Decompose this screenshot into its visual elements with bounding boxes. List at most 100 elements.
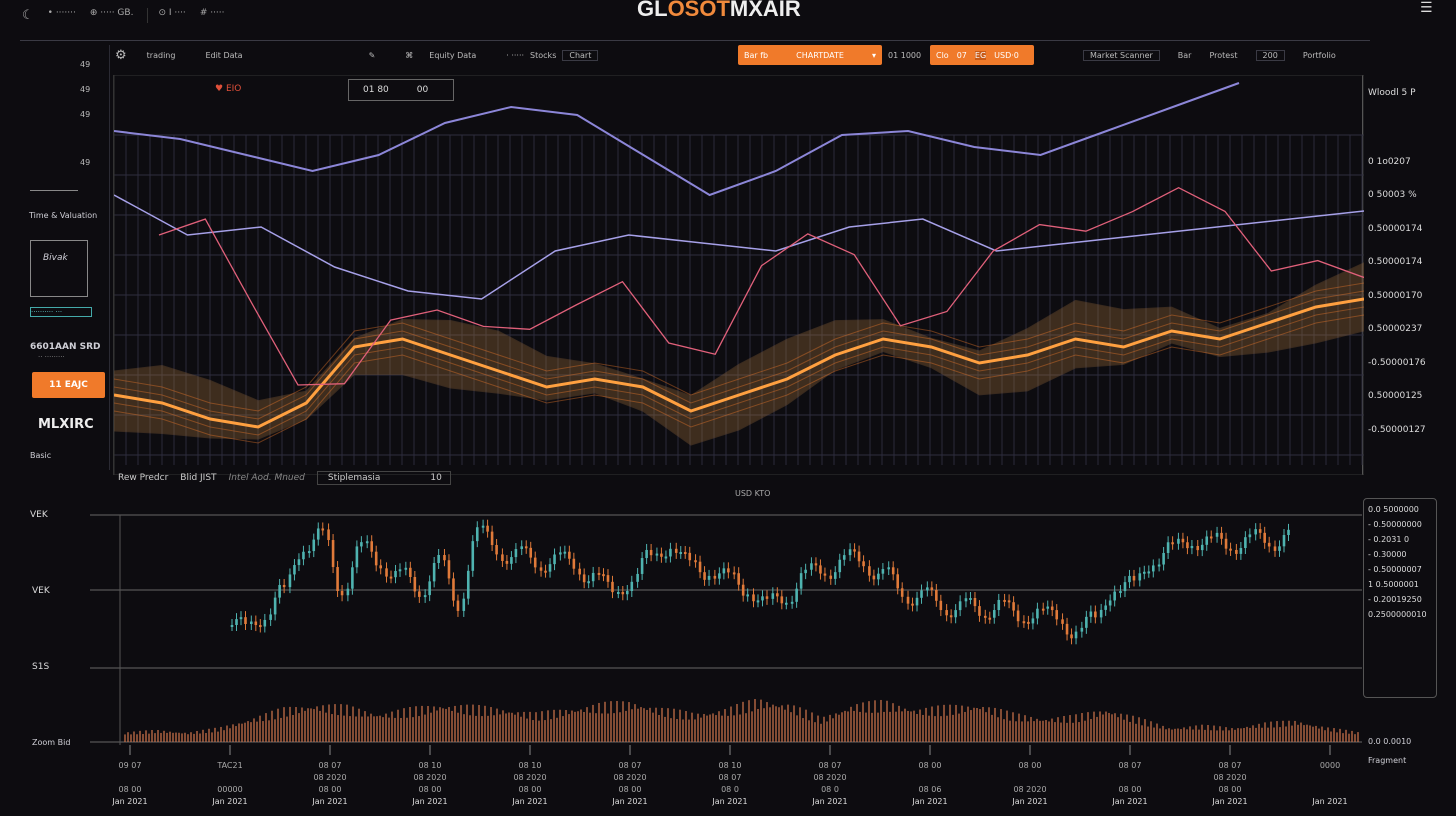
candle: [683, 552, 687, 555]
candle: [761, 596, 764, 601]
toolbar-item[interactable]: Protest: [1209, 50, 1238, 60]
candle: [1142, 571, 1146, 574]
candle: [1196, 546, 1200, 551]
candle: [254, 621, 258, 626]
sidebar-action-button[interactable]: 11 EAJC: [32, 372, 105, 398]
candle: [307, 551, 311, 554]
candle: [688, 552, 692, 561]
candle: [244, 617, 247, 625]
toolbar-item[interactable]: Bar: [1177, 50, 1192, 60]
candle: [1065, 623, 1069, 635]
candle: [520, 546, 524, 550]
x-tick-label: 08 10 08 07 08 0 Jan 2021: [712, 761, 748, 806]
candle: [741, 584, 745, 596]
sidebar-item[interactable]: 49: [80, 158, 91, 167]
candle: [814, 563, 818, 566]
candle: [660, 553, 663, 557]
candle: [1205, 536, 1209, 545]
candle: [694, 560, 697, 563]
candle: [969, 597, 972, 600]
candle: [954, 610, 957, 618]
study-selector[interactable]: Stiplemasia 10: [316, 471, 451, 485]
draw-tool-icon[interactable]: ⌘: [405, 50, 414, 60]
candle: [501, 554, 504, 561]
candle: [360, 542, 363, 547]
range-selector[interactable]: 01 80 00: [348, 79, 454, 101]
candle: [978, 606, 981, 616]
candle: [490, 531, 494, 546]
toolbar-item[interactable]: 200: [1255, 49, 1285, 61]
candle: [510, 557, 513, 564]
candle: [900, 588, 904, 597]
toolbar-item[interactable]: trading: [146, 50, 176, 60]
candle: [771, 593, 775, 599]
segment[interactable]: EG: [974, 50, 987, 60]
candle: [1016, 610, 1020, 622]
y-tick-label: Wloodl 5 P: [1368, 88, 1416, 98]
candle: [853, 549, 856, 552]
candle: [404, 567, 408, 570]
y-tick-label: 0.50000174: [1368, 257, 1423, 267]
moon-icon[interactable]: ☾: [22, 8, 34, 23]
toolbar-item[interactable]: Edit Data: [205, 50, 243, 60]
y-tick-label: -0.50000127: [1368, 424, 1426, 435]
top-item[interactable]: • ·······: [47, 8, 76, 18]
toolbar-item[interactable]: Chart: [562, 49, 599, 61]
sidebar-item[interactable]: 49: [80, 110, 91, 119]
candle: [1147, 571, 1151, 574]
candle: [1085, 616, 1088, 628]
candle: [1061, 619, 1064, 624]
candle: [1138, 573, 1142, 581]
segment[interactable]: 07: [956, 50, 967, 60]
candle: [698, 561, 702, 573]
toolbar-item[interactable]: · ·····: [506, 50, 525, 60]
candle: [1119, 591, 1122, 594]
candle: [1229, 548, 1232, 551]
candle: [1254, 529, 1257, 535]
top-item[interactable]: ⊕ ····· GB.: [89, 8, 134, 18]
candle: [790, 601, 794, 604]
hamburger-menu-icon[interactable]: ☰: [1420, 0, 1433, 16]
indicator-label: ♥ EIO: [215, 84, 242, 94]
top-item[interactable]: # ·····: [199, 8, 225, 18]
candle: [452, 578, 455, 601]
toolbar-item[interactable]: Stocks: [530, 50, 557, 60]
toolbar-item[interactable]: Equity Data: [429, 50, 477, 60]
price-panel: 0.0 5000000- 0.50000000- 0.2031 0- 0.300…: [1363, 498, 1437, 698]
candle: [316, 528, 320, 540]
candle: [1177, 538, 1180, 544]
gear-icon[interactable]: ⚙: [115, 47, 127, 63]
candle: [495, 545, 498, 555]
sidebar-item[interactable]: Basic: [30, 451, 52, 460]
toolbar-item[interactable]: 01 1000: [888, 50, 922, 60]
timeframe-dropdown[interactable]: Bar fb CHARTDATE ▾: [738, 45, 882, 65]
toolbar-item[interactable]: Portfolio: [1302, 50, 1336, 60]
lower-label: VEK: [32, 586, 50, 596]
pen-icon[interactable]: ✎: [368, 50, 376, 60]
candle: [1132, 575, 1136, 581]
segment[interactable]: Clo: [936, 50, 949, 60]
candle: [385, 568, 388, 577]
sidebar-item[interactable]: 49: [80, 85, 91, 94]
candle: [282, 584, 286, 588]
candle: [713, 575, 717, 579]
candle: [765, 596, 769, 599]
divider: [20, 40, 1370, 41]
candle: [1099, 609, 1103, 618]
mini-chart[interactable]: Bivak: [30, 240, 88, 297]
orange-band-line: [113, 282, 1365, 412]
segment[interactable]: USD·0: [994, 50, 1019, 60]
top-item[interactable]: ⊙ I ····: [147, 8, 186, 23]
candle: [1003, 599, 1006, 602]
candle: [997, 599, 1001, 611]
candle: [582, 574, 586, 583]
main-chart[interactable]: [113, 74, 1365, 476]
toolbar-item[interactable]: Market Scanner: [1083, 49, 1160, 61]
candle: [891, 567, 895, 575]
x-tick-label: 08 07 08 2020 08 00 Jan 2021: [1212, 761, 1248, 806]
sidebar-item[interactable]: 49: [80, 60, 91, 69]
candle: [1128, 575, 1131, 583]
candle: [838, 559, 842, 573]
range-button[interactable]: 00: [416, 85, 429, 95]
